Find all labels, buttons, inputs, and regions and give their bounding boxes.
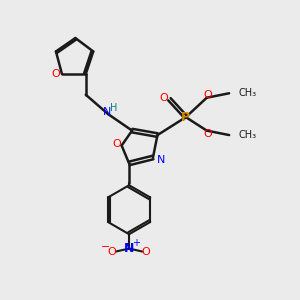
Text: O: O [203,90,212,100]
Text: H: H [110,103,118,112]
Text: N: N [103,107,111,117]
Text: CH₃: CH₃ [238,88,256,98]
Text: O: O [160,93,168,103]
Text: P: P [181,111,190,124]
Text: O: O [51,69,60,79]
Text: CH₃: CH₃ [238,130,256,140]
Text: −: − [100,242,110,252]
Text: O: O [203,129,212,139]
Text: +: + [132,238,140,248]
Text: O: O [108,247,116,256]
Text: O: O [142,247,151,256]
Text: N: N [157,155,165,165]
Text: O: O [112,139,121,149]
Text: N: N [124,242,134,255]
